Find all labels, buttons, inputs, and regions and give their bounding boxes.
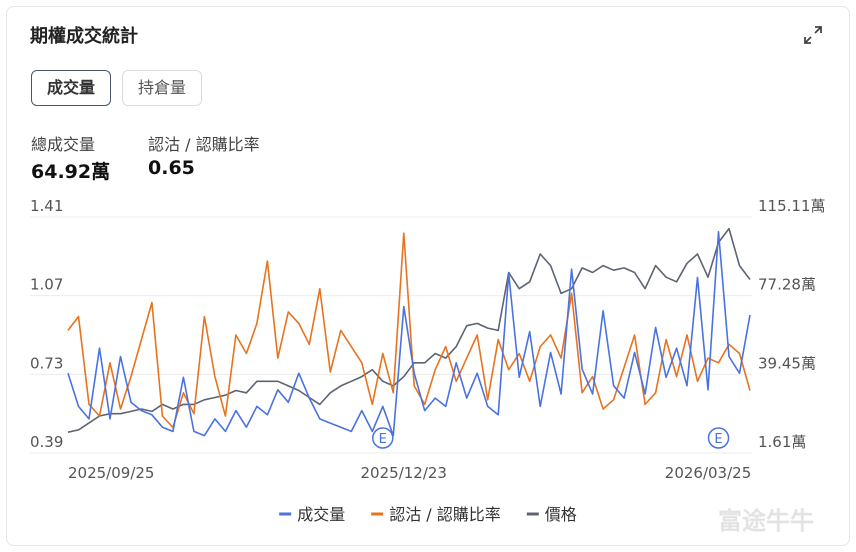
y2-tick-label: 115.11萬 [758,197,826,215]
series-line [67,227,751,433]
y-tick-label: 1.07 [30,276,63,294]
series-line [67,232,751,429]
y2-tick-label: 1.61萬 [758,433,806,451]
expand-icon[interactable] [802,24,824,46]
x-tick-label: 2025/12/23 [361,464,447,482]
y2-tick-label: 77.28萬 [758,276,816,294]
tab[interactable]: 持倉量 [122,70,202,106]
event-label: E [379,432,387,447]
y-tick-label: 0.39 [30,433,63,451]
y-tick-label: 0.73 [30,354,63,372]
y-tick-label: 1.41 [30,197,63,215]
event-marker [372,427,394,449]
legend-label: 認沽 / 認購比率 [389,505,501,524]
event-label: E [714,432,722,447]
y2-tick-label: 39.45萬 [758,354,816,372]
card-frame [6,6,850,546]
card-title: 期權成交統計 [30,26,138,47]
watermark: 富途牛牛 [718,507,814,535]
event-marker [707,427,730,449]
tab-active[interactable]: 成交量 [31,70,111,106]
series-line [67,231,751,437]
stat-label: 總成交量 [31,135,96,154]
stat-value: 0.65 [148,157,195,179]
legend-label: 成交量 [297,505,345,524]
x-tick-label: 2026/03/25 [665,464,751,482]
stat-value: 64.92萬 [31,161,111,183]
legend: 成交量 認沽 / 認購比率 價格 [279,505,577,524]
legend-label: 價格 [545,505,577,524]
x-tick-label: 2025/09/25 [68,464,154,482]
stat-label: 認沽 / 認購比率 [148,135,260,154]
